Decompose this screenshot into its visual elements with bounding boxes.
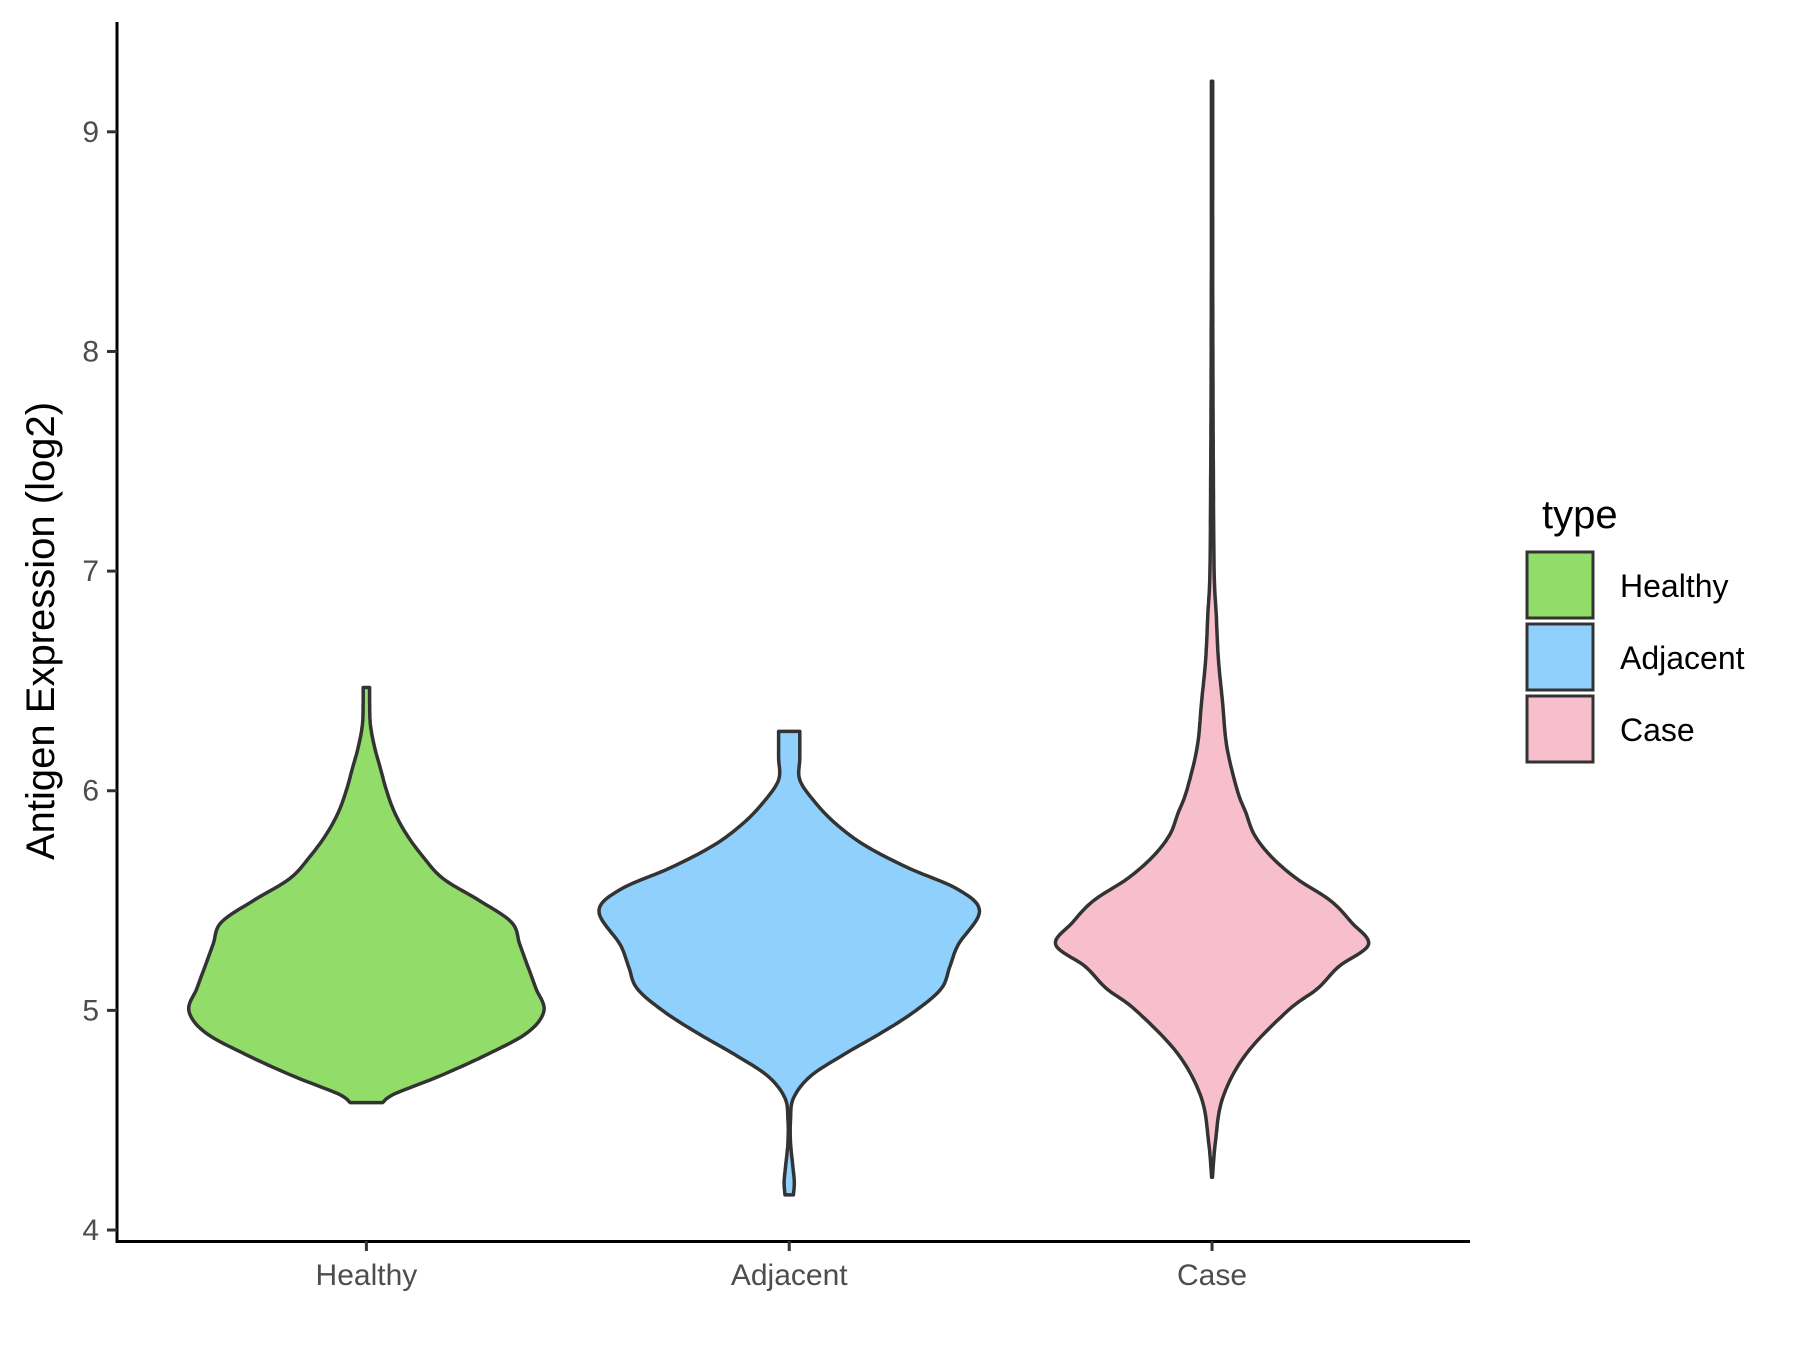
y-tick-label-6: 6 <box>82 775 99 808</box>
legend-key-case <box>1525 694 1595 764</box>
x-ticks: Healthy Adjacent Case <box>316 1241 1247 1292</box>
y-tick-label-7: 7 <box>82 555 99 588</box>
legend-label-case: Case <box>1620 712 1695 748</box>
legend: type Healthy Adjacent Case <box>1525 493 1745 764</box>
axes-layer <box>115 22 1470 1243</box>
x-tick-label-healthy: Healthy <box>316 1259 418 1292</box>
violins-layer <box>186 79 1371 1197</box>
y-tick-label-5: 5 <box>82 994 99 1027</box>
x-tick-label-case: Case <box>1177 1259 1247 1292</box>
legend-title: type <box>1542 493 1618 537</box>
x-tick-label-adjacent: Adjacent <box>731 1259 848 1292</box>
violin-adjacent <box>597 729 982 1197</box>
legend-key-healthy <box>1525 550 1595 620</box>
y-tick-label-9: 9 <box>82 116 99 149</box>
y-tick-label-4: 4 <box>82 1214 99 1247</box>
legend-key-adjacent <box>1525 622 1595 692</box>
violin-healthy <box>186 685 546 1105</box>
y-axis-title: Antigen Expression (log2) <box>19 402 63 860</box>
y-tick-label-8: 8 <box>82 335 99 368</box>
legend-label-adjacent: Adjacent <box>1620 640 1745 676</box>
violin-case <box>1053 79 1371 1180</box>
legend-label-healthy: Healthy <box>1620 568 1729 604</box>
legend-items: Healthy Adjacent Case <box>1525 550 1745 764</box>
y-ticks: 4 5 6 7 8 9 <box>82 116 117 1247</box>
